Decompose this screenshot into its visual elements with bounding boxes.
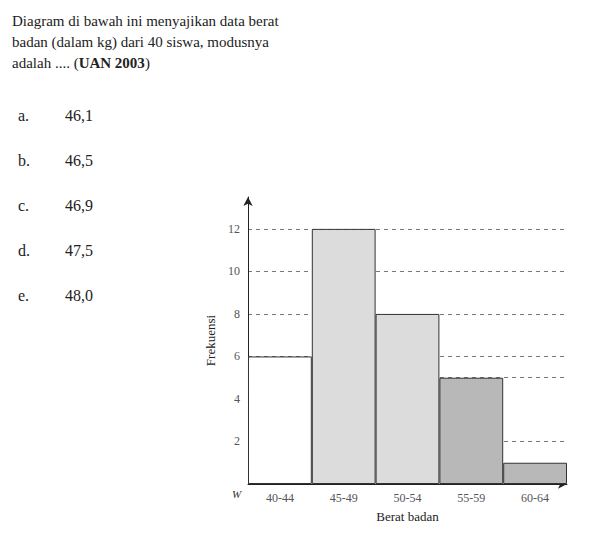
svg-text:12: 12 xyxy=(228,222,240,236)
svg-text:6: 6 xyxy=(234,349,240,363)
svg-text:4: 4 xyxy=(234,392,240,406)
svg-text:2: 2 xyxy=(234,434,240,448)
svg-text:47,5: 47,5 xyxy=(65,242,93,259)
svg-text:d.: d. xyxy=(18,242,30,259)
svg-text:46,9: 46,9 xyxy=(65,197,93,214)
svg-text:55-59: 55-59 xyxy=(457,491,485,505)
svg-text:48,0: 48,0 xyxy=(65,287,93,304)
svg-text:b.: b. xyxy=(18,152,30,169)
svg-text:c.: c. xyxy=(18,197,29,214)
svg-text:8: 8 xyxy=(234,307,240,321)
svg-text:45-49: 45-49 xyxy=(330,491,358,505)
svg-text:46,1: 46,1 xyxy=(65,107,93,124)
svg-text:50-54: 50-54 xyxy=(394,491,422,505)
svg-text:badan (dalam kg) dari 40 siswa: badan (dalam kg) dari 40 siswa, modusnya xyxy=(12,34,269,51)
svg-text:e.: e. xyxy=(18,287,29,304)
svg-text:): ) xyxy=(145,55,150,72)
svg-text:W: W xyxy=(232,488,242,500)
svg-text:40-44: 40-44 xyxy=(266,491,294,505)
svg-text:Berat badan: Berat badan xyxy=(376,509,439,524)
svg-text:Diagram di bawah ini menyajika: Diagram di bawah ini menyajikan data ber… xyxy=(12,13,279,29)
svg-text:Frekuensi: Frekuensi xyxy=(203,314,218,366)
svg-text:adalah .... (: adalah .... ( xyxy=(12,55,79,72)
svg-text:46,5: 46,5 xyxy=(65,152,93,169)
svg-text:UAN 2003: UAN 2003 xyxy=(79,55,145,71)
svg-text:60-64: 60-64 xyxy=(521,491,549,505)
svg-text:a.: a. xyxy=(18,107,29,124)
svg-text:10: 10 xyxy=(228,264,240,278)
